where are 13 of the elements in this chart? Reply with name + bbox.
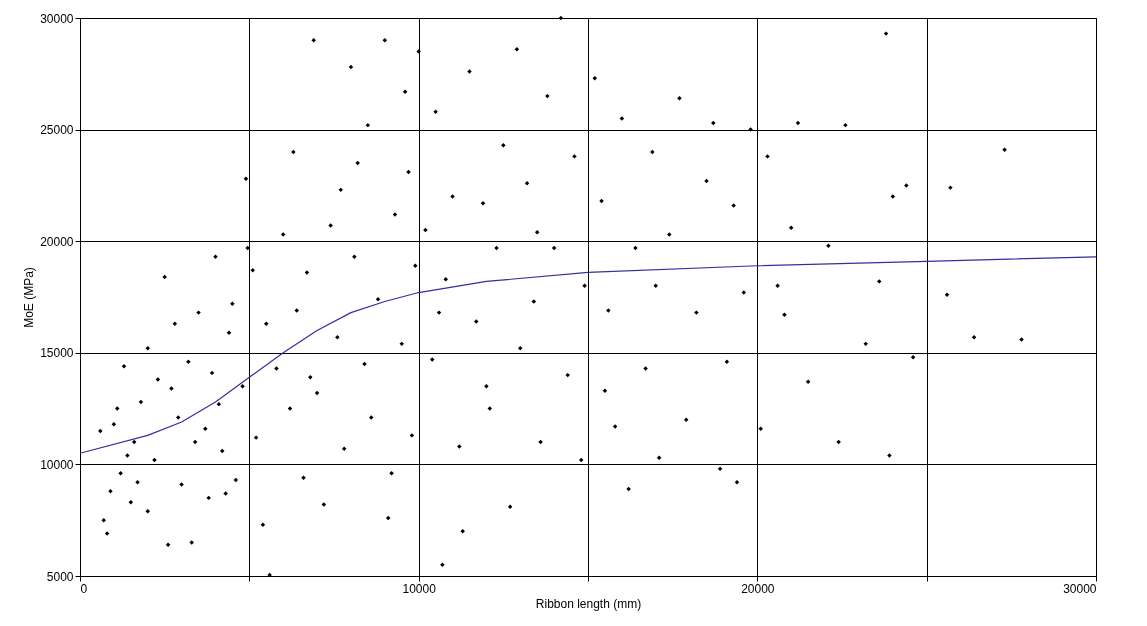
y-tick-label: 15000 bbox=[40, 346, 74, 361]
y-axis-title: MoE (MPa) bbox=[22, 267, 37, 328]
x-tick-label: 20000 bbox=[741, 581, 775, 596]
y-tick-label: 10000 bbox=[40, 457, 74, 472]
x-tick-label: 10000 bbox=[402, 581, 437, 596]
x-axis-title: Ribbon length (mm) bbox=[535, 596, 642, 611]
y-tick-label: 5000 bbox=[46, 569, 74, 584]
x-tick-label: 30000 bbox=[1063, 581, 1097, 596]
y-tick-label: 30000 bbox=[40, 11, 74, 26]
line-series bbox=[79, 256, 1097, 454]
y-tick-label: 25000 bbox=[40, 123, 74, 138]
x-tick-label: 0 bbox=[80, 581, 88, 596]
y-tick-label: 20000 bbox=[40, 234, 74, 249]
